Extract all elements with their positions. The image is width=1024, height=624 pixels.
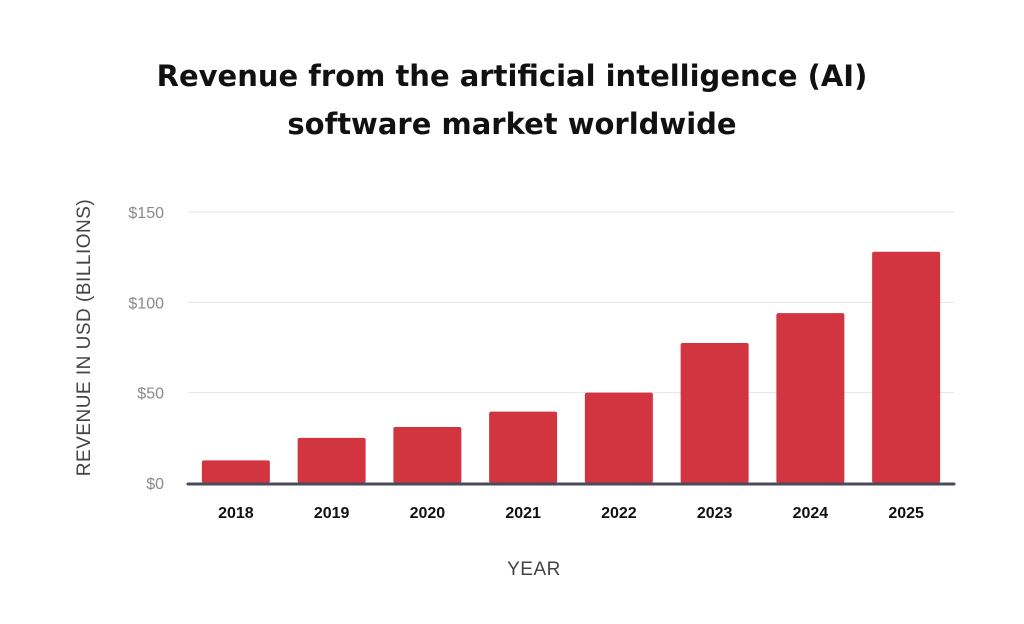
x-tick-labels: 2018 2019 2020 2021 2022 2023 2024 2025	[218, 505, 924, 522]
y-axis-label: REVENUE IN USD (BILLIONS)	[74, 199, 95, 477]
x-tick-label-2025: 2025	[888, 505, 924, 522]
bar-2024	[776, 313, 845, 483]
y-tick-label: $50	[137, 386, 164, 403]
x-tick-label-2019: 2019	[314, 505, 350, 522]
bars	[201, 251, 941, 483]
y-tick-label: $0	[146, 476, 164, 493]
bar-2021	[489, 411, 558, 483]
x-tick-label-2024: 2024	[793, 505, 829, 522]
bar-2025	[872, 251, 941, 483]
y-tick-label: $150	[128, 205, 164, 222]
x-tick-label-2023: 2023	[697, 505, 733, 522]
x-tick-label-2020: 2020	[410, 505, 446, 522]
x-tick-label-2018: 2018	[218, 505, 254, 522]
bar-2023	[680, 342, 749, 483]
chart-title-line-1: Revenue from the artificial intelligence…	[156, 59, 868, 93]
y-tick-label: $100	[128, 295, 164, 312]
x-tick-label-2021: 2021	[505, 505, 541, 522]
y-tick-labels: $0 $50 $100 $150	[128, 205, 164, 493]
bar-2022	[584, 392, 653, 483]
bar-2018	[201, 460, 270, 483]
bar-2019	[297, 437, 366, 483]
bar-2020	[393, 426, 462, 483]
x-tick-label-2022: 2022	[601, 505, 637, 522]
chart-title: Revenue from the artificial intelligence…	[0, 52, 1024, 148]
chart-title-line-2: software market worldwide	[287, 107, 737, 141]
x-axis-label: YEAR	[507, 559, 561, 580]
